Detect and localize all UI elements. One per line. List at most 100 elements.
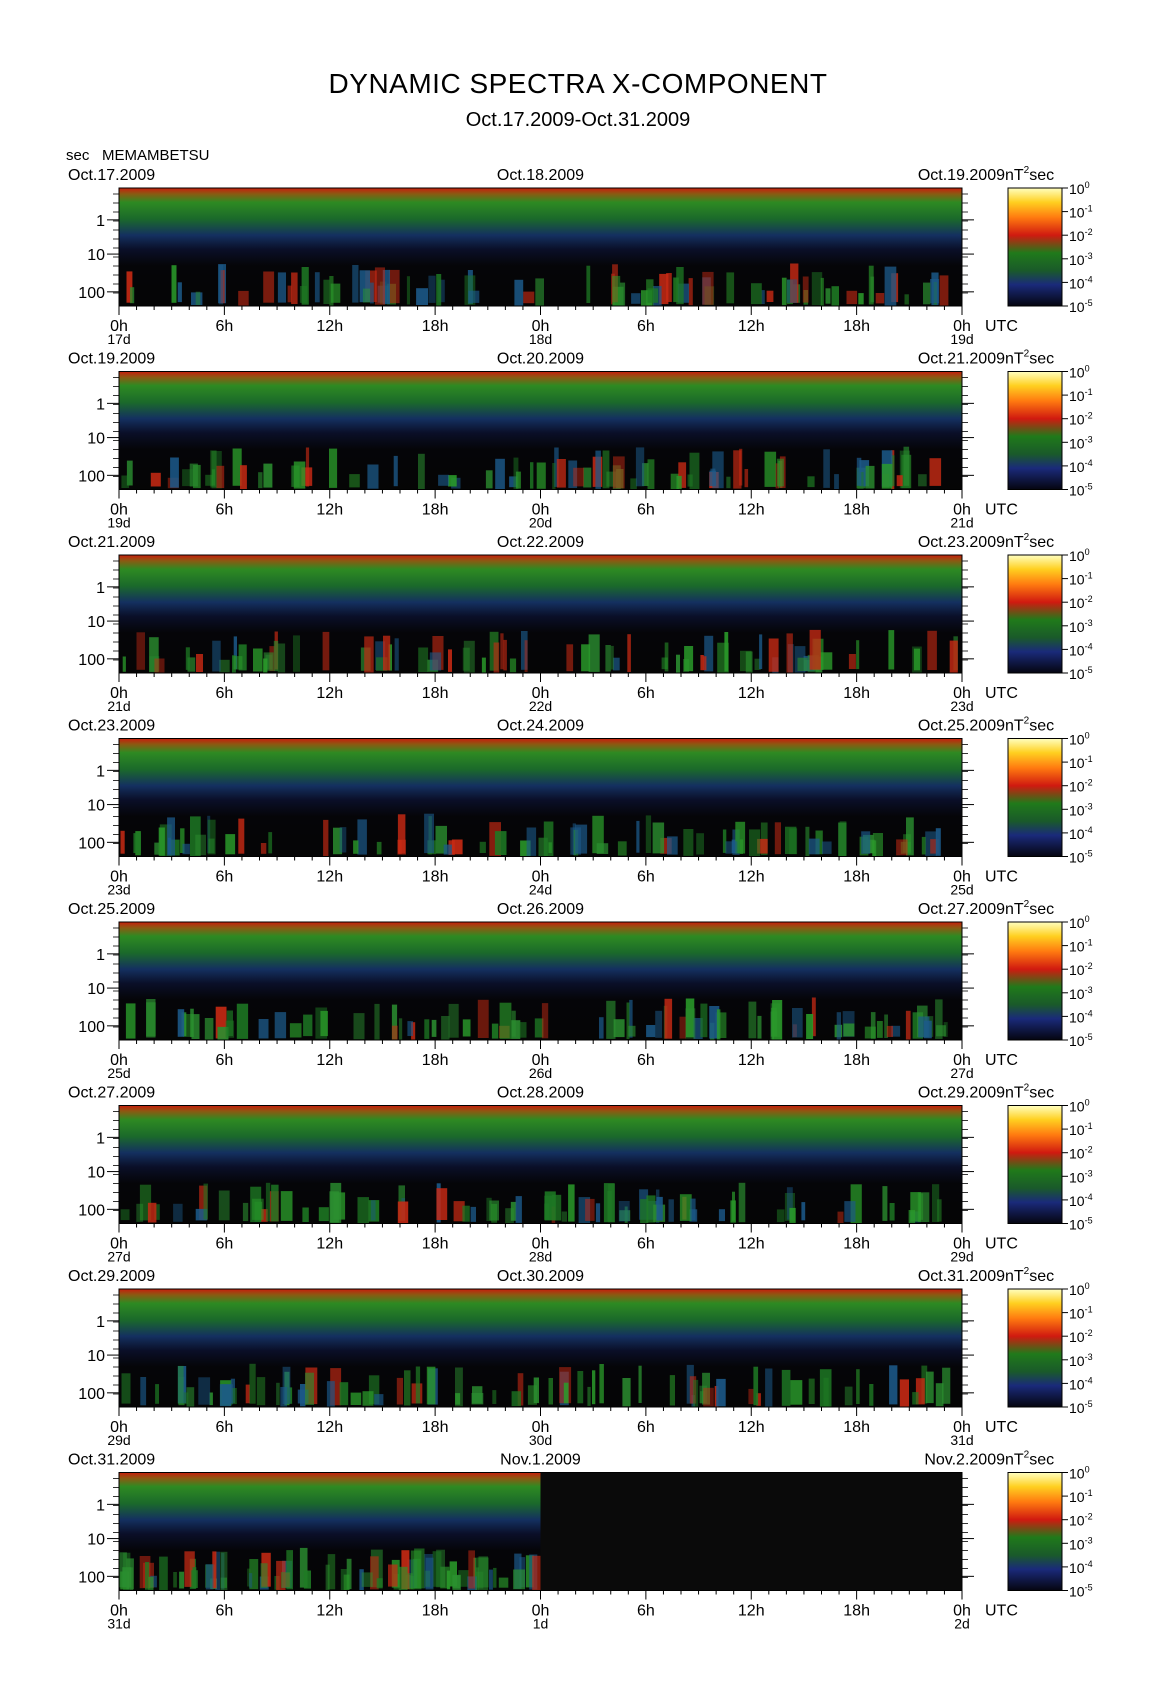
x-tick-label: 0h <box>953 1052 971 1069</box>
utc-label: UTC <box>985 685 1018 702</box>
y-tick-label: 1 <box>96 1497 105 1514</box>
x-tick-label: 0h <box>532 318 550 335</box>
x-tick-label: 18h <box>422 1052 449 1069</box>
y-axis: 1 10 100 <box>78 744 974 852</box>
colorbar: 100 10-1 10-2 10-3 10-4 10-5 <box>1007 180 1093 315</box>
panel-date-mid: Oct.18.2009 <box>497 167 584 184</box>
station-label: MEMAMBETSU <box>102 147 210 164</box>
colorbar-tick-label: 10-4 <box>1069 274 1093 291</box>
spectrogram-background <box>119 1289 962 1407</box>
x-tick-label: 6h <box>637 1603 655 1620</box>
day-label: 2d <box>954 1616 970 1632</box>
x-tick-label: 0h <box>532 1419 550 1436</box>
x-tick-label: 12h <box>738 869 765 886</box>
panel-date-mid: Nov.1.2009 <box>500 1452 581 1469</box>
day-label: 29d <box>107 1432 130 1448</box>
colorbar-tick-label: 10-2 <box>1069 1145 1093 1162</box>
x-tick-label: 12h <box>316 318 343 335</box>
x-tick-label: 0h <box>953 1603 971 1620</box>
day-label: 1d <box>533 1616 549 1632</box>
x-tick-label: 12h <box>316 1419 343 1436</box>
x-tick-label: 6h <box>215 1052 233 1069</box>
x-tick-label: 6h <box>637 502 655 519</box>
x-tick-label: 0h <box>532 685 550 702</box>
day-label: 27d <box>950 1065 973 1081</box>
x-tick-label: 12h <box>738 1052 765 1069</box>
day-label: 23d <box>950 698 973 714</box>
spectrogram-panel-5: Oct.25.2009 Oct.26.2009 Oct.27.2009 nT2sec1… <box>68 899 1093 1081</box>
colorbar-tick-label: 10-5 <box>1069 1399 1093 1416</box>
colorbar: 100 10-1 10-2 10-3 10-4 10-5 <box>1007 1281 1093 1416</box>
colorbar-tick-label: 10-2 <box>1069 1512 1093 1529</box>
x-tick-label: 12h <box>316 1603 343 1620</box>
x-tick-label: 0h <box>953 1419 971 1436</box>
colorbar-tick-label: 10-3 <box>1069 618 1093 635</box>
panel-date-right: Nov.2.2009 <box>924 1452 1005 1469</box>
colorbar-unit: nT2sec <box>1005 1083 1054 1102</box>
y-tick-label: 100 <box>78 1019 105 1036</box>
y-tick-label: 10 <box>87 431 105 448</box>
colorbar-tick-label: 100 <box>1069 1281 1090 1298</box>
day-label: 26d <box>529 1065 552 1081</box>
colorbar-tick-label: 100 <box>1069 547 1090 564</box>
panel-date-left: Oct.21.2009 <box>68 534 155 551</box>
colorbar-unit: nT2sec <box>1005 1266 1054 1285</box>
panel-date-mid: Oct.20.2009 <box>497 351 584 368</box>
colorbar-tick-label: 10-3 <box>1069 801 1093 818</box>
spectrogram-panel-1: Oct.17.2009 Oct.18.2009 Oct.19.2009 nT2sec1… <box>68 165 1093 347</box>
x-tick-label: 6h <box>637 869 655 886</box>
colorbar-unit: nT2sec <box>1005 899 1054 918</box>
day-label: 21d <box>950 515 973 531</box>
panel-date-right: Oct.25.2009 <box>918 718 1005 735</box>
x-tick-label: 0h <box>110 502 128 519</box>
colorbar-tick-label: 10-1 <box>1069 1488 1093 1505</box>
colorbar-tick-label: 100 <box>1069 1465 1090 1482</box>
colorbar-tick-label: 100 <box>1069 364 1090 381</box>
panel-date-right: Oct.27.2009 <box>918 901 1005 918</box>
x-tick-label: 18h <box>422 502 449 519</box>
x-tick-label: 18h <box>843 869 870 886</box>
colorbar-tick-label: 10-2 <box>1069 961 1093 978</box>
y-tick-label: 100 <box>78 1386 105 1403</box>
utc-label: UTC <box>985 318 1018 335</box>
y-tick-label: 100 <box>78 1569 105 1586</box>
x-tick-label: 6h <box>637 685 655 702</box>
colorbar-unit: nT2sec <box>1005 165 1054 184</box>
utc-label: UTC <box>985 1236 1018 1253</box>
day-label: 31d <box>107 1616 130 1632</box>
day-label: 19d <box>950 331 973 347</box>
x-tick-label: 18h <box>843 502 870 519</box>
x-tick-label: 0h <box>110 1052 128 1069</box>
x-tick-label: 12h <box>316 502 343 519</box>
x-tick-label: 18h <box>843 1419 870 1436</box>
x-tick-label: 18h <box>422 1603 449 1620</box>
colorbar-tick-label: 10-1 <box>1069 387 1093 404</box>
colorbar-tick-label: 10-4 <box>1069 1375 1093 1392</box>
x-tick-label: 12h <box>316 869 343 886</box>
x-tick-label: 18h <box>422 1419 449 1436</box>
colorbar-tick-label: 10-3 <box>1069 985 1093 1002</box>
colorbar-tick-label: 10-1 <box>1069 204 1093 221</box>
x-tick-label: 0h <box>953 1236 971 1253</box>
spectrogram-panel-2: Oct.19.2009 Oct.20.2009 Oct.21.2009 nT2sec1… <box>68 349 1093 531</box>
panel-date-mid: Oct.24.2009 <box>497 718 584 735</box>
day-label: 25d <box>950 882 973 898</box>
panel-date-left: Oct.29.2009 <box>68 1268 155 1285</box>
colorbar-tick-label: 10-5 <box>1069 665 1093 682</box>
spectral-activity <box>120 813 941 857</box>
colorbar-tick-label: 10-1 <box>1069 938 1093 955</box>
colorbar-tick-label: 10-5 <box>1069 1032 1093 1049</box>
y-tick-label: 10 <box>87 247 105 264</box>
y-axis: 1 10 100 <box>78 193 974 302</box>
colorbar-tick-label: 10-1 <box>1069 754 1093 771</box>
day-label: 17d <box>107 331 130 347</box>
y-axis: 1 10 100 <box>78 1111 974 1219</box>
x-tick-label: 0h <box>532 1052 550 1069</box>
utc-label: UTC <box>985 1603 1018 1620</box>
y-axis: 1 10 100 <box>78 377 974 485</box>
x-tick-label: 0h <box>110 1236 128 1253</box>
